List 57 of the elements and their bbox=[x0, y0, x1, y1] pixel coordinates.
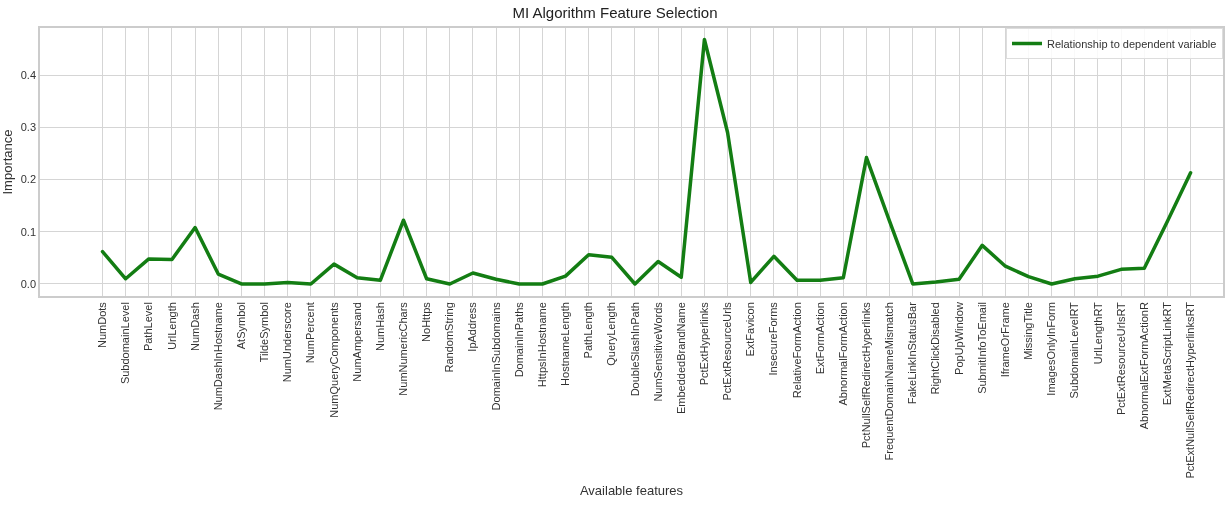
x-tick-label: SubmitInfoToEmail bbox=[975, 302, 988, 394]
x-tick-label: ExtFormAction bbox=[813, 302, 826, 375]
x-tick-label: IpAddress bbox=[466, 301, 479, 352]
x-tick-label: TildeSymbol bbox=[258, 302, 271, 363]
x-tick-label: NoHttps bbox=[420, 301, 433, 342]
x-tick-label: RandomString bbox=[443, 302, 456, 373]
legend-label: Relationship to dependent variable bbox=[1047, 37, 1217, 50]
x-tick-label: AbnormalExtFormActionR bbox=[1137, 302, 1150, 430]
x-tick-label: PctExtNullSelfRedirectHyperlinksRT bbox=[1184, 301, 1197, 479]
chart-title: MI Algorithm Feature Selection bbox=[512, 4, 718, 22]
x-tick-label: DomainInPaths bbox=[512, 301, 525, 378]
x-tick-label: PctExtResourceUrlsRT bbox=[1114, 301, 1127, 416]
x-tick-label: PathLength bbox=[582, 302, 595, 359]
x-tick-label: InsecureForms bbox=[767, 301, 780, 376]
x-tick-label: QueryLength bbox=[605, 302, 618, 366]
x-tick-label: HostnameLength bbox=[559, 302, 572, 386]
x-tick-label: PctExtHyperlinks bbox=[697, 301, 710, 386]
x-tick-label: NumAmpersand bbox=[350, 302, 363, 382]
x-tick-label: ExtMetaScriptLinkRT bbox=[1161, 301, 1174, 406]
x-tick-label: UrlLengthRT bbox=[1091, 301, 1104, 365]
x-tick-label: FrequentDomainNameMismatch bbox=[883, 302, 896, 461]
x-tick-label: AtSymbol bbox=[234, 302, 247, 350]
x-tick-label: SubdomainLevel bbox=[119, 302, 132, 385]
x-tick-label: SubdomainLevelRT bbox=[1068, 301, 1081, 399]
x-tick-label: NumNumericChars bbox=[397, 301, 410, 396]
x-tick-label: NumSensitiveWords bbox=[651, 301, 664, 402]
x-tick-label: DomainInSubdomains bbox=[489, 301, 502, 411]
x-tick-label: NumPercent bbox=[304, 302, 317, 364]
y-tick-label: 0.4 bbox=[20, 68, 37, 81]
y-tick-label: 0.0 bbox=[20, 277, 37, 290]
x-axis-title: Available features bbox=[579, 482, 684, 498]
x-tick-label: ExtFavicon bbox=[744, 302, 757, 357]
x-tick-label: FakeLinkInStatusBar bbox=[906, 301, 919, 405]
x-tick-label: RelativeFormAction bbox=[790, 302, 803, 399]
x-tick-label: PopUpWindow bbox=[952, 302, 965, 375]
x-tick-label: PathLevel bbox=[142, 302, 155, 352]
y-tick-label: 0.2 bbox=[20, 173, 37, 186]
x-tick-label: HttpsInHostname bbox=[535, 302, 548, 388]
x-tick-label: NumQueryComponents bbox=[327, 301, 340, 418]
x-tick-label: AbnormalFormAction bbox=[836, 302, 849, 406]
y-tick-label: 0.1 bbox=[20, 225, 37, 238]
x-tick-label: NumDots bbox=[96, 301, 109, 348]
x-tick-label: EmbeddedBrandName bbox=[674, 302, 687, 415]
x-tick-label: IframeOrFrame bbox=[998, 302, 1011, 378]
y-tick-label: 0.3 bbox=[20, 121, 37, 134]
x-tick-label: RightClickDisabled bbox=[929, 302, 942, 395]
x-tick-label: PctNullSelfRedirectHyperlinks bbox=[860, 301, 873, 449]
x-tick-label: NumUnderscore bbox=[281, 302, 294, 383]
x-tick-label: DoubleSlashInPath bbox=[628, 302, 641, 397]
x-tick-label: NumHash bbox=[373, 302, 386, 352]
y-axis-title: Importance bbox=[0, 129, 15, 195]
x-tick-label: ImagesOnlyInForm bbox=[1045, 302, 1058, 396]
x-tick-label: NumDash bbox=[188, 302, 201, 352]
x-tick-label: NumDashInHostname bbox=[211, 302, 224, 411]
x-tick-label: MissingTitle bbox=[1022, 302, 1035, 360]
x-tick-label: PctExtResourceUrls bbox=[721, 301, 734, 401]
x-tick-label: UrlLength bbox=[165, 302, 178, 350]
